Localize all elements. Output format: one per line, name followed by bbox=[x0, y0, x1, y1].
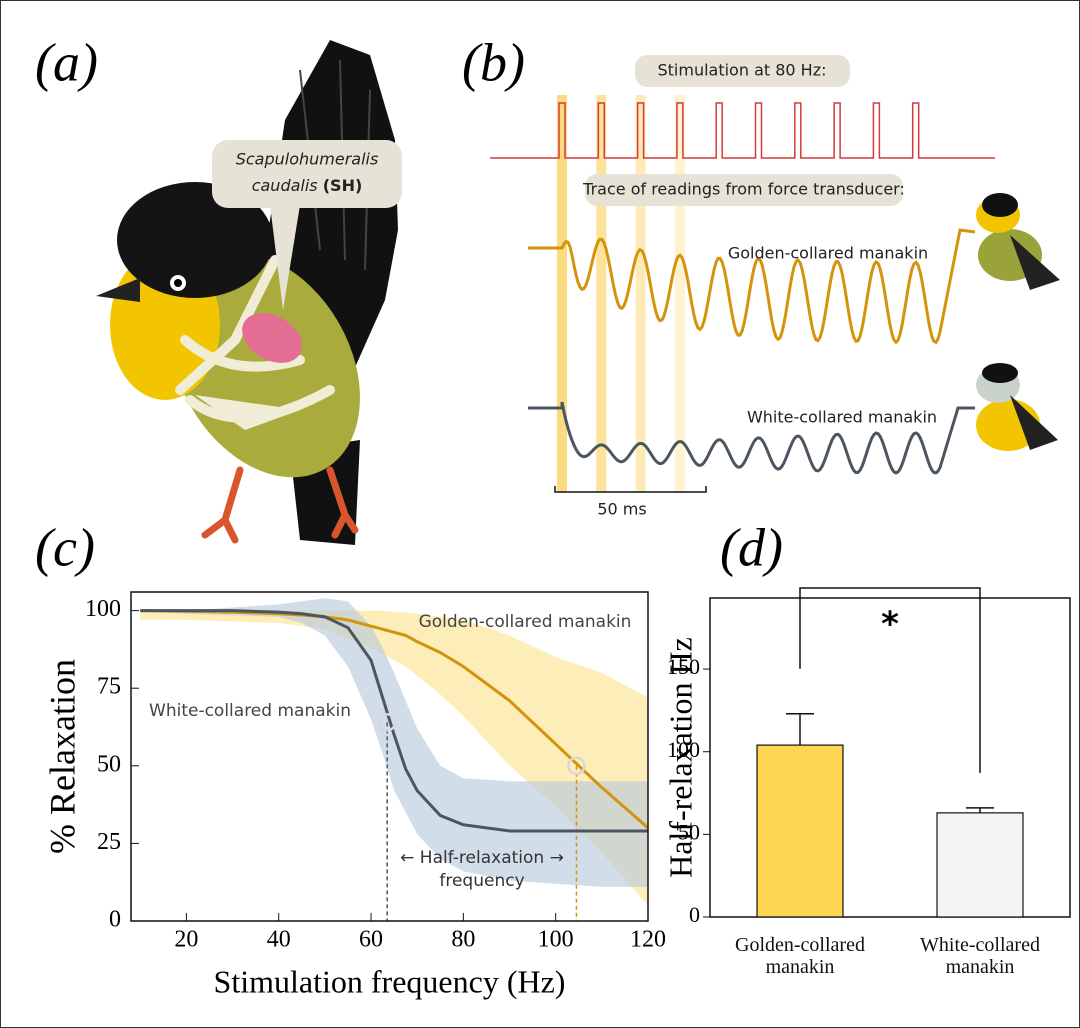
legend-label: Golden-collared manakin bbox=[419, 612, 632, 632]
golden-trace bbox=[528, 228, 976, 345]
y-tick-label: 0 bbox=[109, 907, 121, 933]
half-relaxation-point bbox=[377, 713, 397, 732]
muscle-label: caudalis bbox=[252, 176, 318, 195]
muscle-abbrev: (SH) bbox=[323, 176, 363, 195]
y-tick-label: 25 bbox=[97, 829, 121, 855]
bar bbox=[756, 744, 844, 918]
significance-bracket bbox=[799, 587, 981, 773]
x-tick-label: 40 bbox=[267, 927, 291, 953]
plot-frame bbox=[709, 597, 1071, 918]
x-tick-label: Golden-collared manakin bbox=[735, 934, 865, 978]
confidence-band bbox=[140, 610, 648, 906]
label-pill bbox=[635, 55, 850, 87]
x-tick-label: 80 bbox=[451, 927, 475, 953]
x-tick-label: 120 bbox=[630, 927, 666, 953]
stim-highlight bbox=[557, 95, 567, 492]
white-trace bbox=[528, 401, 975, 475]
panel-label: (c) bbox=[35, 517, 95, 577]
bar bbox=[936, 812, 1024, 918]
plot-frame bbox=[130, 591, 649, 922]
traces bbox=[490, 95, 995, 493]
panel-label: (a) bbox=[35, 32, 98, 92]
y-tick-label: 50 bbox=[678, 819, 700, 844]
stim-highlight bbox=[674, 95, 685, 492]
annotation: frequency bbox=[439, 871, 524, 891]
x-tick-label: 60 bbox=[359, 927, 383, 953]
trace-label: White-collared manakin bbox=[747, 408, 937, 427]
x-tick-label: 100 bbox=[538, 927, 574, 953]
panel-label: (d) bbox=[720, 517, 783, 577]
legend-label: White-collared manakin bbox=[149, 701, 351, 721]
small-birds bbox=[976, 193, 1060, 451]
panel-label: (b) bbox=[462, 32, 525, 92]
y-axis-label: % Relaxation bbox=[42, 659, 82, 854]
x-tick-label: White-collared manakin bbox=[920, 934, 1040, 978]
series-line bbox=[140, 609, 648, 830]
charts: 20 40 60 80 100 120 0 25 50 75 100 Stimulation freq… bbox=[42, 587, 1071, 999]
significance-label: * bbox=[881, 605, 899, 645]
muscle-label: caudalis (SH) bbox=[252, 176, 363, 195]
y-tick-label: 50 bbox=[97, 751, 121, 777]
series-line bbox=[140, 609, 648, 833]
label-pill bbox=[585, 174, 903, 206]
confidence-band bbox=[140, 598, 648, 887]
stim-highlight bbox=[635, 95, 646, 492]
trace-label: Golden-collared manakin bbox=[728, 244, 928, 263]
stim-highlight bbox=[596, 95, 607, 492]
force-label: Trace of readings from force transducer: bbox=[582, 180, 905, 199]
y-tick-label: 75 bbox=[97, 674, 121, 700]
x-axis-label: Stimulation frequency (Hz) bbox=[214, 963, 566, 999]
y-tick-label: 150 bbox=[667, 654, 700, 679]
annotation: ← Half-relaxation → bbox=[400, 848, 564, 868]
half-relaxation-point bbox=[567, 756, 586, 776]
scale-bar-label: 50 ms bbox=[597, 500, 646, 519]
y-tick-label: 100 bbox=[85, 596, 121, 622]
stimulation-label: Stimulation at 80 Hz: bbox=[657, 61, 826, 80]
bird-illustration bbox=[96, 40, 402, 545]
y-axis-label: Half-relaxation Hz bbox=[662, 637, 698, 878]
x-tick-label: 20 bbox=[174, 927, 198, 953]
stimulation-trace bbox=[490, 102, 995, 159]
muscle-label: Scapulohumeralis bbox=[236, 150, 379, 169]
y-tick-label: 0 bbox=[689, 902, 700, 927]
scale-bar bbox=[554, 486, 707, 493]
y-tick-label: 100 bbox=[667, 737, 700, 762]
